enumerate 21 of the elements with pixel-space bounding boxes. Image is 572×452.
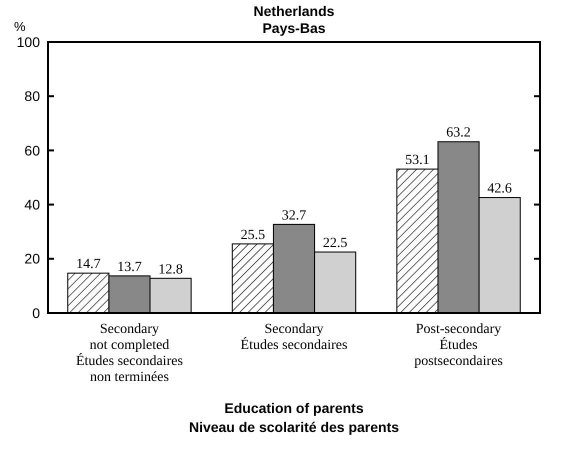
x-tick-label: Secondary not completed Études secondaires non terminées: [76, 322, 183, 385]
y-axis-title: %: [14, 19, 26, 34]
y-tick-label: 100: [16, 34, 40, 50]
data-label: 22.5: [322, 236, 348, 252]
data-label: 53.1: [405, 153, 430, 168]
data-label: 14.7: [76, 257, 101, 272]
data-label: 63.2: [446, 126, 471, 141]
y-tick-label: 80: [24, 88, 40, 104]
y-tick-label: 40: [24, 196, 40, 212]
chart-title: Netherlands Pays-Bas: [254, 3, 335, 36]
data-label: 42.6: [487, 182, 512, 197]
data-label: 13.7: [117, 260, 142, 275]
data-label: 32.7: [282, 208, 306, 224]
x-tick-label: Secondary Études secondaires: [240, 322, 348, 353]
data-label: 12.8: [158, 262, 183, 278]
y-tick-label: 60: [24, 142, 40, 158]
y-tick-label: 0: [32, 304, 40, 321]
y-tick-label: 20: [24, 250, 40, 267]
x-axis-title: Education of parents Niveau de scolarité des parents: [188, 400, 400, 435]
data-label: 25.5: [240, 228, 266, 243]
x-tick-label: Post-secondary Études postsecondaires: [414, 322, 503, 369]
